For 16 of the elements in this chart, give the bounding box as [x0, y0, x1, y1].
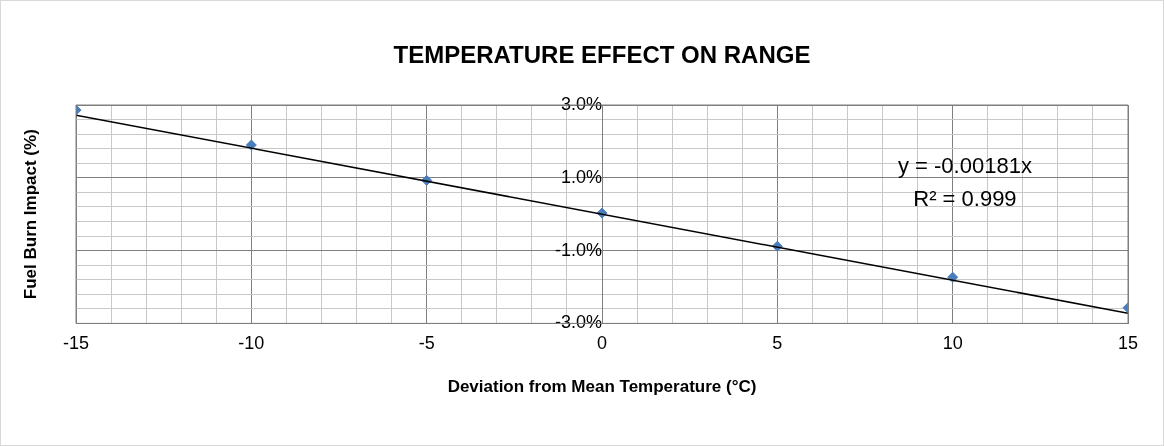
y-tick-label: -1.0% — [554, 239, 602, 260]
x-tick-label: -5 — [418, 333, 435, 354]
y-axis-title: Fuel Burn Impact (%) — [20, 129, 40, 300]
y-tick-label: -3.0% — [554, 312, 602, 333]
x-tick-label: -15 — [62, 333, 90, 354]
x-tick-label: 0 — [596, 333, 608, 354]
x-tick-label: 5 — [772, 333, 783, 354]
x-tick-label: 15 — [1117, 333, 1139, 354]
y-tick-label: 1.0% — [560, 166, 602, 187]
x-tick-label: -10 — [238, 333, 265, 354]
annotation: R² = 0.999 — [913, 186, 1017, 212]
y-tick-label: 3.0% — [560, 93, 602, 114]
chart-title: TEMPERATURE EFFECT ON RANGE — [393, 40, 811, 68]
x-tick-label: 10 — [942, 333, 963, 354]
x-axis-title: Deviation from Mean Temperature (°C) — [447, 376, 757, 396]
annotation: y = -0.00181x — [897, 153, 1032, 179]
